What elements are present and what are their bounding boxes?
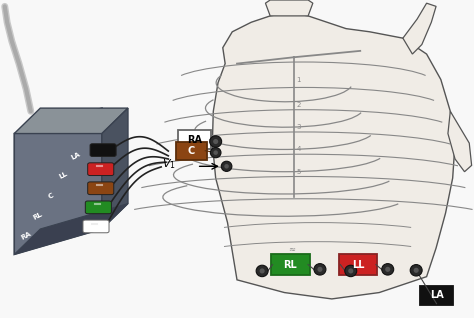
Ellipse shape — [414, 268, 419, 273]
FancyBboxPatch shape — [420, 286, 453, 305]
Polygon shape — [14, 204, 128, 254]
Ellipse shape — [348, 268, 353, 273]
FancyBboxPatch shape — [88, 182, 114, 195]
Text: C: C — [47, 192, 55, 199]
Text: 4: 4 — [296, 147, 301, 152]
Ellipse shape — [410, 265, 422, 276]
FancyBboxPatch shape — [178, 130, 211, 149]
Ellipse shape — [221, 161, 232, 171]
Ellipse shape — [213, 139, 218, 144]
Text: 1: 1 — [296, 77, 301, 82]
Ellipse shape — [260, 268, 264, 273]
FancyBboxPatch shape — [339, 254, 377, 275]
Text: LA: LA — [70, 151, 82, 161]
Text: 2: 2 — [296, 102, 301, 108]
Text: LL: LL — [58, 170, 68, 180]
FancyBboxPatch shape — [271, 254, 310, 275]
Text: C: C — [188, 146, 195, 156]
Text: $\approx$: $\approx$ — [287, 244, 296, 252]
Polygon shape — [14, 108, 102, 254]
Ellipse shape — [256, 265, 268, 277]
FancyBboxPatch shape — [85, 201, 111, 214]
Text: $V_1$: $V_1$ — [162, 157, 175, 171]
Text: 5: 5 — [296, 169, 301, 175]
Ellipse shape — [345, 265, 357, 277]
Polygon shape — [448, 111, 472, 172]
Polygon shape — [14, 108, 128, 134]
Text: LA: LA — [429, 290, 444, 301]
Polygon shape — [403, 3, 436, 54]
Ellipse shape — [213, 150, 218, 155]
Ellipse shape — [385, 267, 390, 272]
Ellipse shape — [318, 267, 322, 272]
Polygon shape — [212, 13, 455, 299]
FancyBboxPatch shape — [176, 142, 207, 160]
FancyBboxPatch shape — [88, 163, 114, 176]
Ellipse shape — [210, 136, 222, 147]
Text: RL: RL — [283, 259, 297, 270]
Text: RA: RA — [187, 135, 202, 145]
Text: LL: LL — [352, 259, 365, 270]
FancyBboxPatch shape — [90, 144, 116, 156]
Text: 3: 3 — [296, 124, 301, 130]
Ellipse shape — [382, 264, 394, 275]
Text: RL: RL — [32, 211, 44, 221]
FancyBboxPatch shape — [83, 220, 109, 233]
Ellipse shape — [224, 164, 229, 169]
Text: RA: RA — [20, 230, 32, 240]
Polygon shape — [265, 0, 313, 16]
Ellipse shape — [210, 148, 221, 158]
Polygon shape — [102, 108, 128, 229]
Ellipse shape — [314, 264, 326, 275]
